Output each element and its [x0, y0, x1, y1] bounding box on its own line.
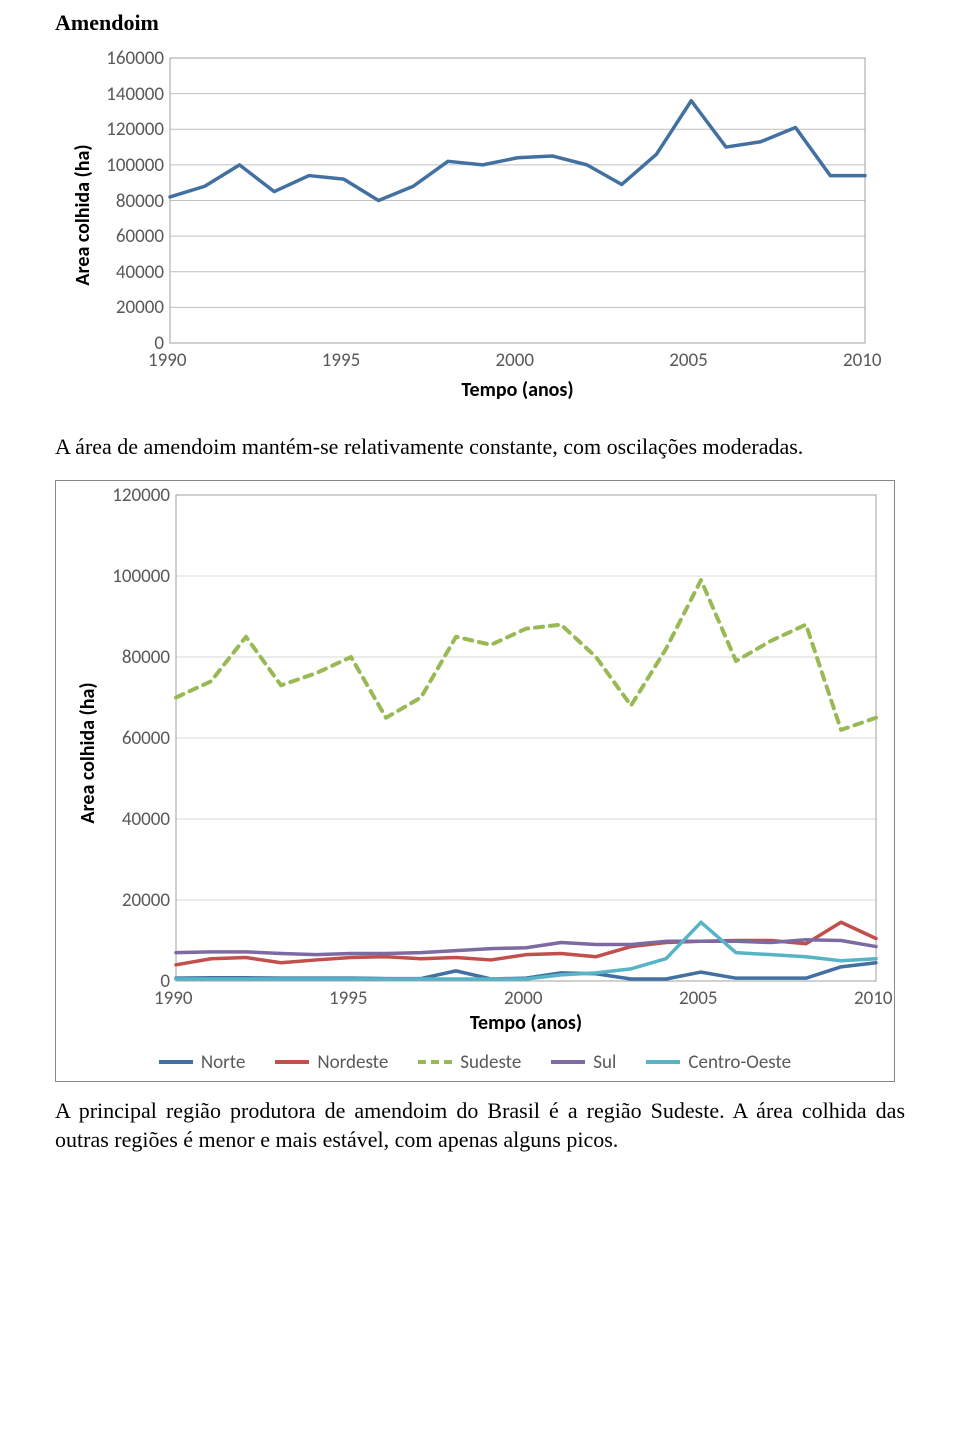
chart-area-colhida-regioes: Area colhida (ha) 0200004000060000800001… — [55, 480, 895, 1082]
legend-label: Nordeste — [317, 1051, 388, 1074]
chart1-ytick: 20000 — [116, 296, 164, 319]
chart2-xtick: 2005 — [679, 987, 718, 1010]
chart1-ytick: 80000 — [116, 190, 164, 213]
chart1-svg — [55, 48, 875, 378]
legend-label: Norte — [201, 1051, 246, 1074]
chart1-xtick: 2005 — [669, 349, 708, 372]
legend-swatch — [159, 1060, 193, 1064]
chart2-xtick: 2000 — [504, 987, 543, 1010]
legend-label: Centro-Oeste — [688, 1051, 791, 1074]
chart2-xtick: 1995 — [329, 987, 368, 1010]
chart1-xtick: 2000 — [496, 349, 535, 372]
chart1-xlabel: Tempo (anos) — [170, 378, 865, 402]
legend-swatch — [418, 1060, 452, 1064]
chart1-ytick: 100000 — [106, 154, 164, 177]
chart1-ytick: 120000 — [106, 118, 164, 141]
chart2-legend: Norte Nordeste Sudeste Sul Centro-Oeste — [56, 1051, 894, 1074]
legend-item: Sudeste — [418, 1051, 521, 1074]
chart2-ytick: 20000 — [122, 889, 170, 912]
legend-label: Sudeste — [460, 1051, 521, 1074]
legend-swatch — [275, 1060, 309, 1064]
legend-item: Centro-Oeste — [646, 1051, 791, 1074]
chart1-ytick: 60000 — [116, 225, 164, 248]
chart1-xtick: 1995 — [322, 349, 361, 372]
chart2-xlabel: Tempo (anos) — [176, 1011, 876, 1035]
chart1-ytick: 140000 — [106, 83, 164, 106]
chart2-ytick: 60000 — [122, 727, 170, 750]
chart2-ytick: 100000 — [112, 565, 170, 588]
legend-swatch — [551, 1060, 585, 1064]
page-title: Amendoim — [55, 10, 905, 36]
chart2-ytick: 40000 — [122, 808, 170, 831]
chart1-xtick: 1990 — [148, 349, 187, 372]
legend-item: Norte — [159, 1051, 246, 1074]
chart1-ytick: 40000 — [116, 261, 164, 284]
chart-area-colhida-total: Area colhida (ha) 0200004000060000800001… — [55, 48, 875, 418]
paragraph-2: A principal região produtora de amendoim… — [55, 1096, 905, 1155]
chart2-ytick: 120000 — [112, 484, 170, 507]
chart2-xtick: 1990 — [154, 987, 193, 1010]
legend-item: Nordeste — [275, 1051, 388, 1074]
chart1-ytick: 160000 — [106, 47, 164, 70]
legend-label: Sul — [593, 1051, 616, 1074]
legend-swatch — [646, 1060, 680, 1064]
legend-item: Sul — [551, 1051, 616, 1074]
chart1-xtick: 2010 — [843, 349, 882, 372]
chart2-xtick: 2010 — [854, 987, 893, 1010]
chart2-svg — [56, 481, 894, 1011]
paragraph-1: A área de amendoim mantém-se relativamen… — [55, 432, 905, 462]
chart2-ytick: 80000 — [122, 646, 170, 669]
